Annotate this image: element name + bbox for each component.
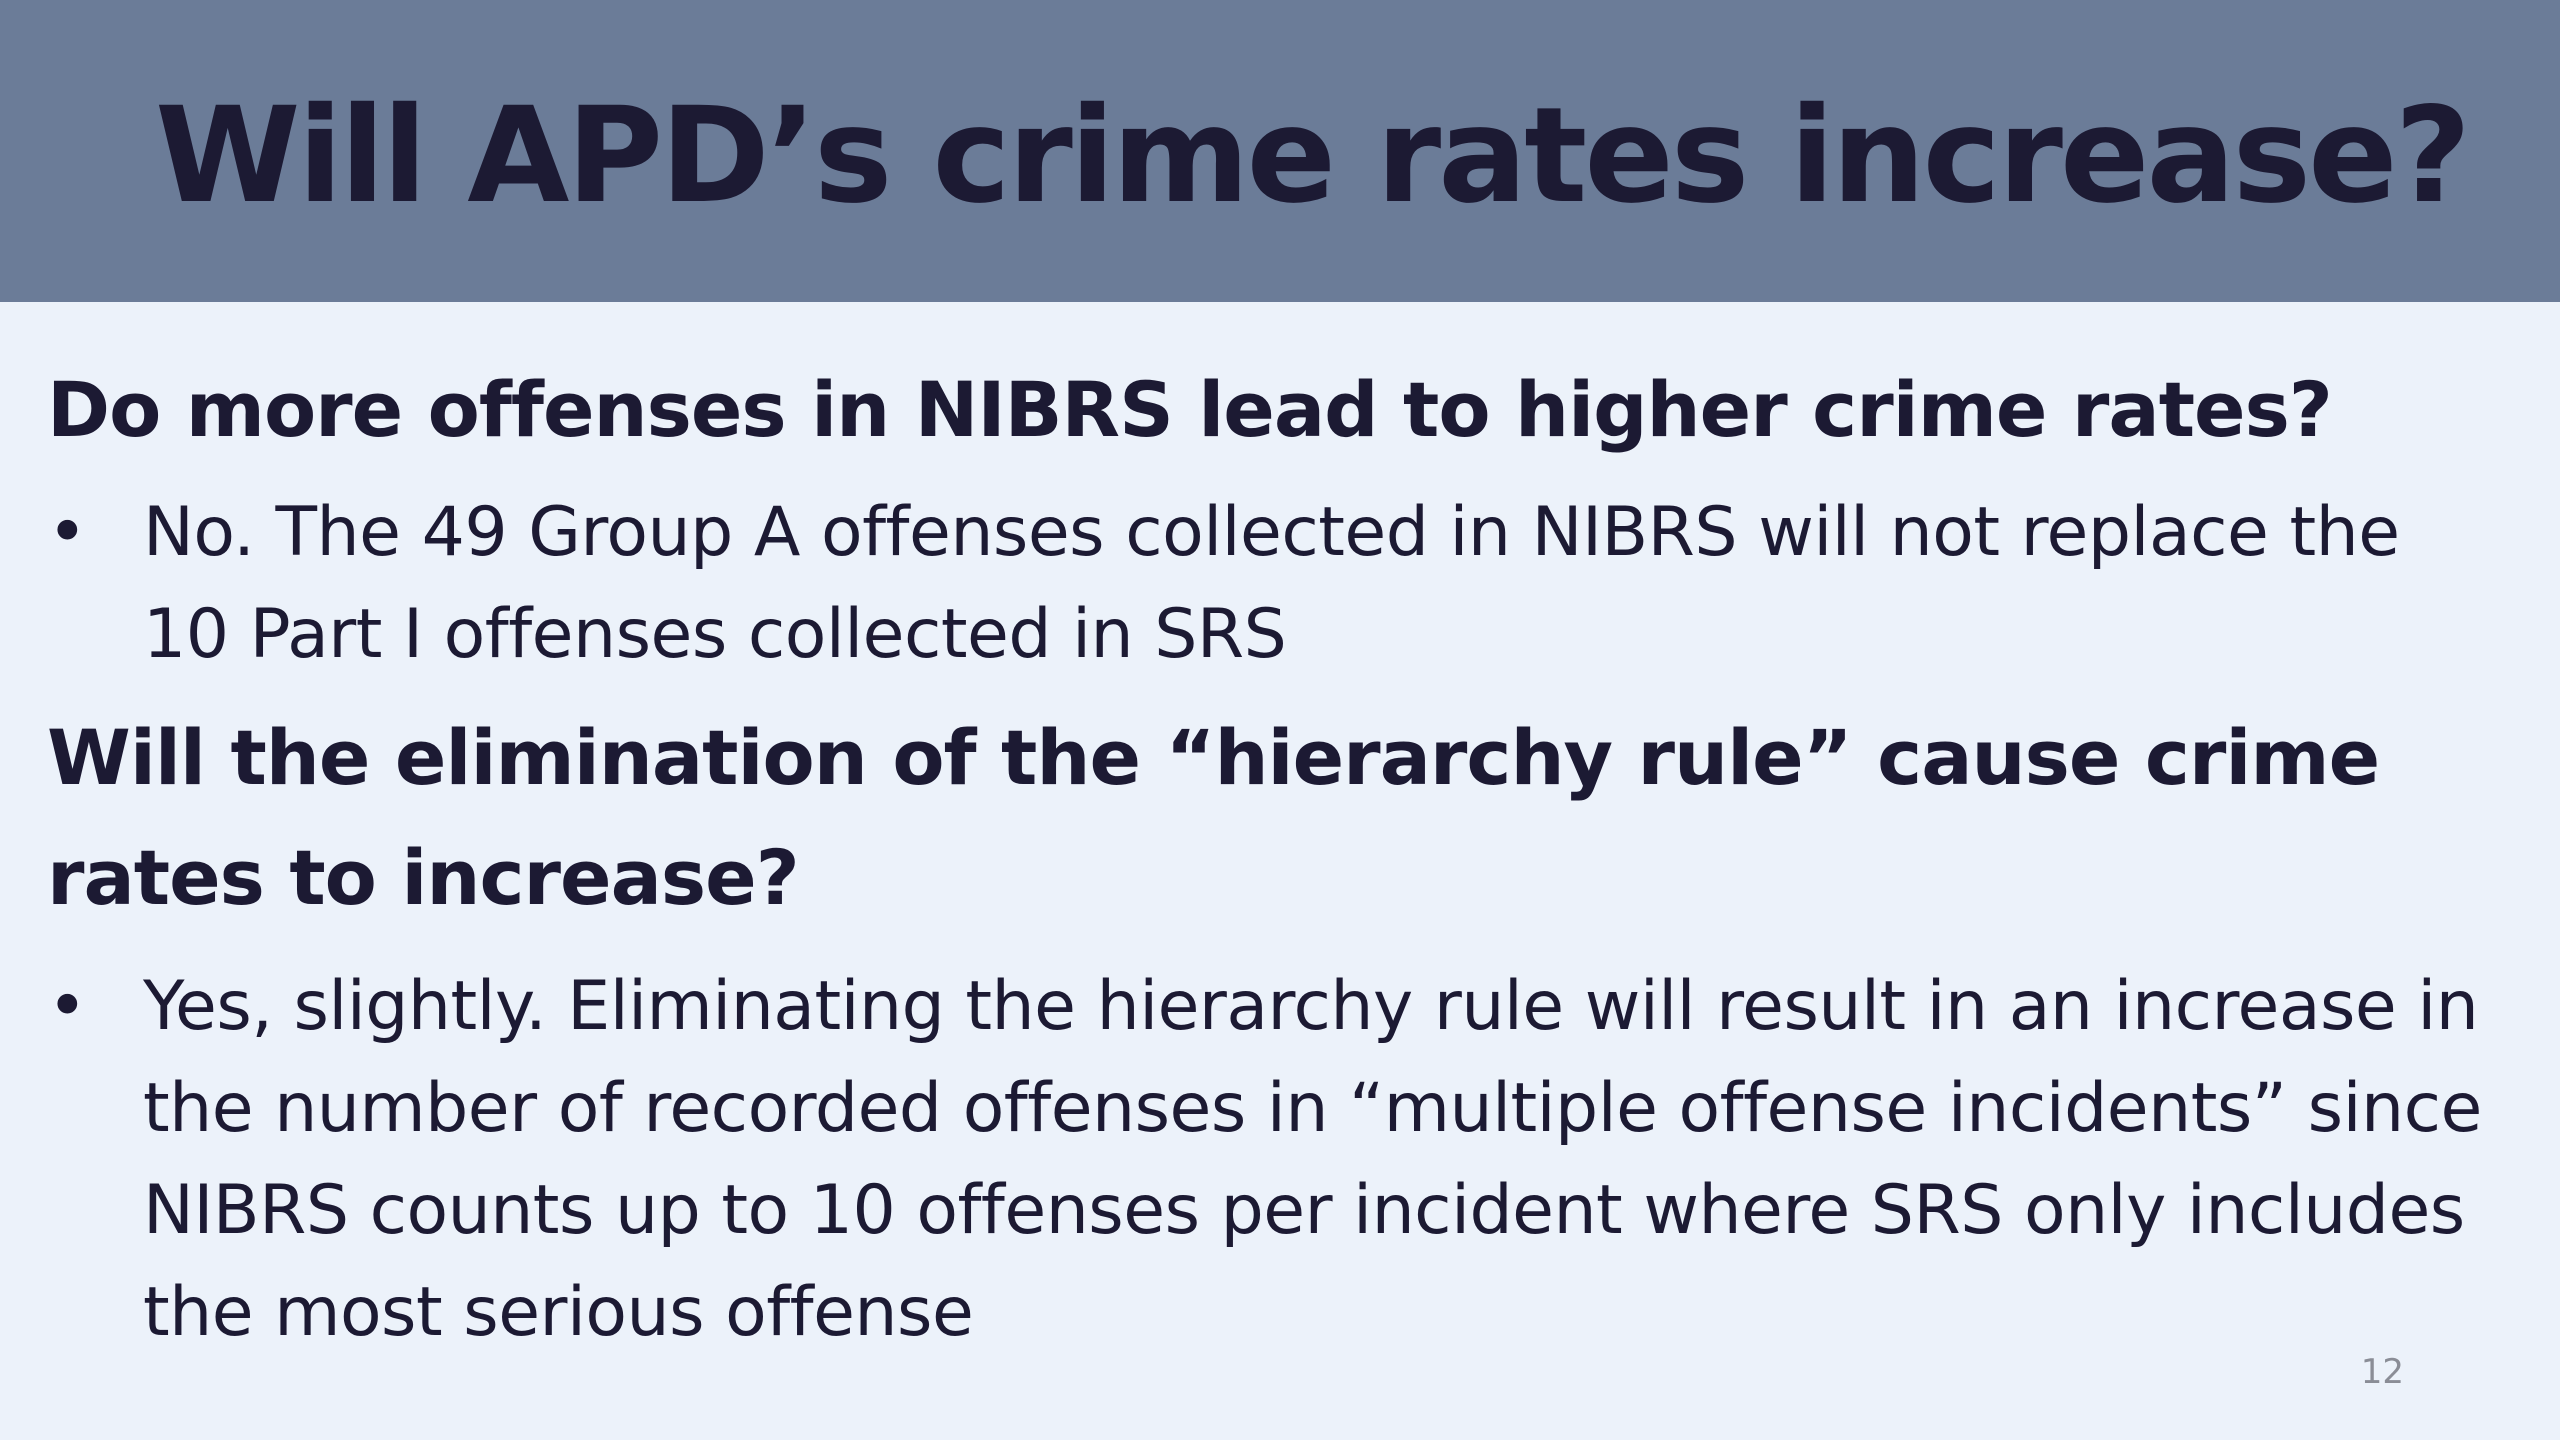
slide-content: Do more offenses in NIBRS lead to higher… bbox=[47, 350, 2487, 1364]
slide-title: Will APD’s crime rates increase? bbox=[155, 79, 2471, 233]
bullet-text-2: Yes, slightly. Eliminating the hierarchy… bbox=[143, 967, 2482, 1352]
section-heading-2: Will the elimination of the “hierarchy r… bbox=[47, 713, 2380, 922]
bullet-item-2: • Yes, slightly. Eliminating the hierarc… bbox=[47, 956, 2487, 1364]
bullet-icon: • bbox=[47, 967, 87, 1046]
bullet-text-1: No. The 49 Group A offenses collected in… bbox=[143, 493, 2400, 674]
title-bar: Will APD’s crime rates increase? bbox=[0, 0, 2560, 302]
bullet-icon: • bbox=[47, 493, 87, 572]
page-number: 12 bbox=[2360, 1352, 2404, 1392]
bullet-item-1: • No. The 49 Group A offenses collected … bbox=[47, 482, 2487, 686]
section-heading-1: Do more offenses in NIBRS lead to higher… bbox=[47, 365, 2333, 454]
